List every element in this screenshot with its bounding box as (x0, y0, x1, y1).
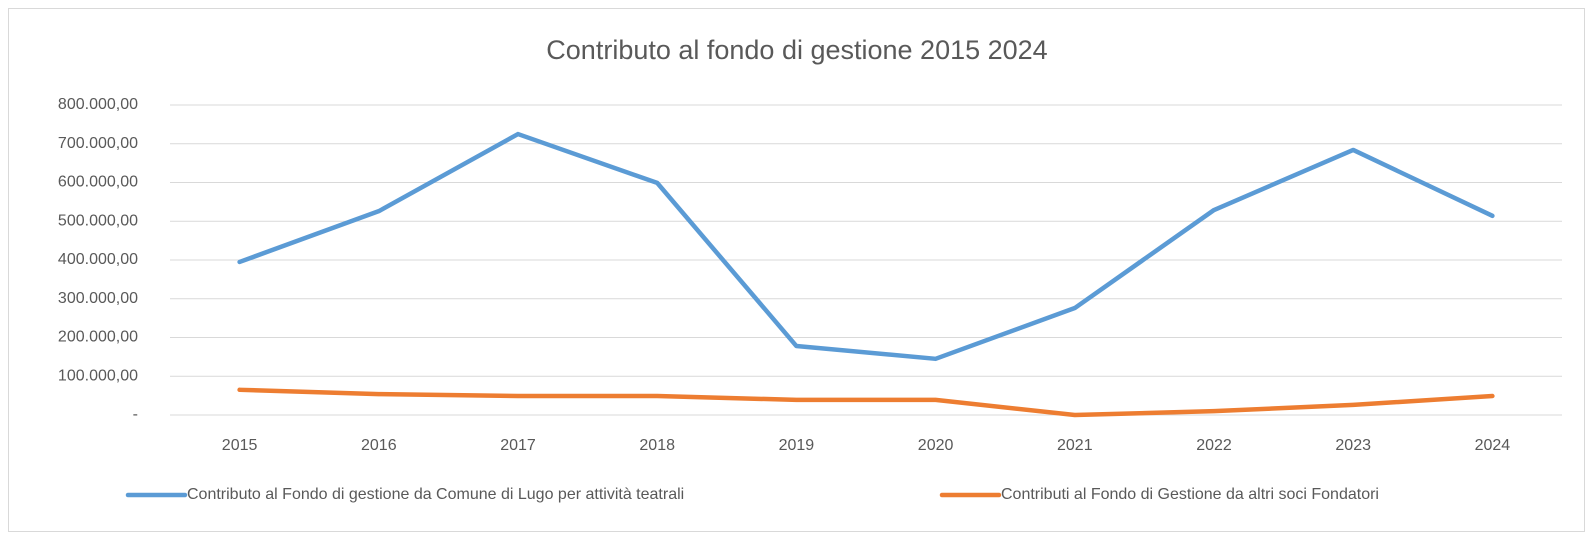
x-tick-label: 2024 (1475, 437, 1511, 454)
x-tick-label: 2020 (918, 437, 954, 454)
x-tick-label: 2015 (222, 437, 258, 454)
chart-title: Contributo al fondo di gestione 2015 202… (546, 35, 1047, 65)
x-tick-label: 2018 (639, 437, 675, 454)
y-tick-label: 300.000,00 (58, 290, 138, 307)
x-tick-label: 2021 (1057, 437, 1093, 454)
series-line (237, 387, 1495, 418)
y-tick-label: - (133, 406, 138, 423)
y-tick-label: 400.000,00 (58, 251, 138, 268)
y-tick-label: 500.000,00 (58, 212, 138, 229)
y-tick-label: 800.000,00 (58, 96, 138, 113)
y-tick-label: 100.000,00 (58, 367, 138, 384)
x-tick-label: 2023 (1335, 437, 1371, 454)
y-tick-label: 200.000,00 (58, 329, 138, 346)
legend-label: Contributi al Fondo di Gestione da altri… (1001, 486, 1379, 503)
y-tick-label: 600.000,00 (58, 174, 138, 191)
x-tick-label: 2017 (500, 437, 536, 454)
legend-label: Contributo al Fondo di gestione da Comun… (187, 486, 684, 503)
x-tick-label: 2016 (361, 437, 397, 454)
y-tick-label: 700.000,00 (58, 135, 138, 152)
series-line (237, 131, 1495, 362)
x-tick-label: 2019 (779, 437, 815, 454)
chart-frame (8, 8, 1585, 532)
x-tick-label: 2022 (1196, 437, 1232, 454)
